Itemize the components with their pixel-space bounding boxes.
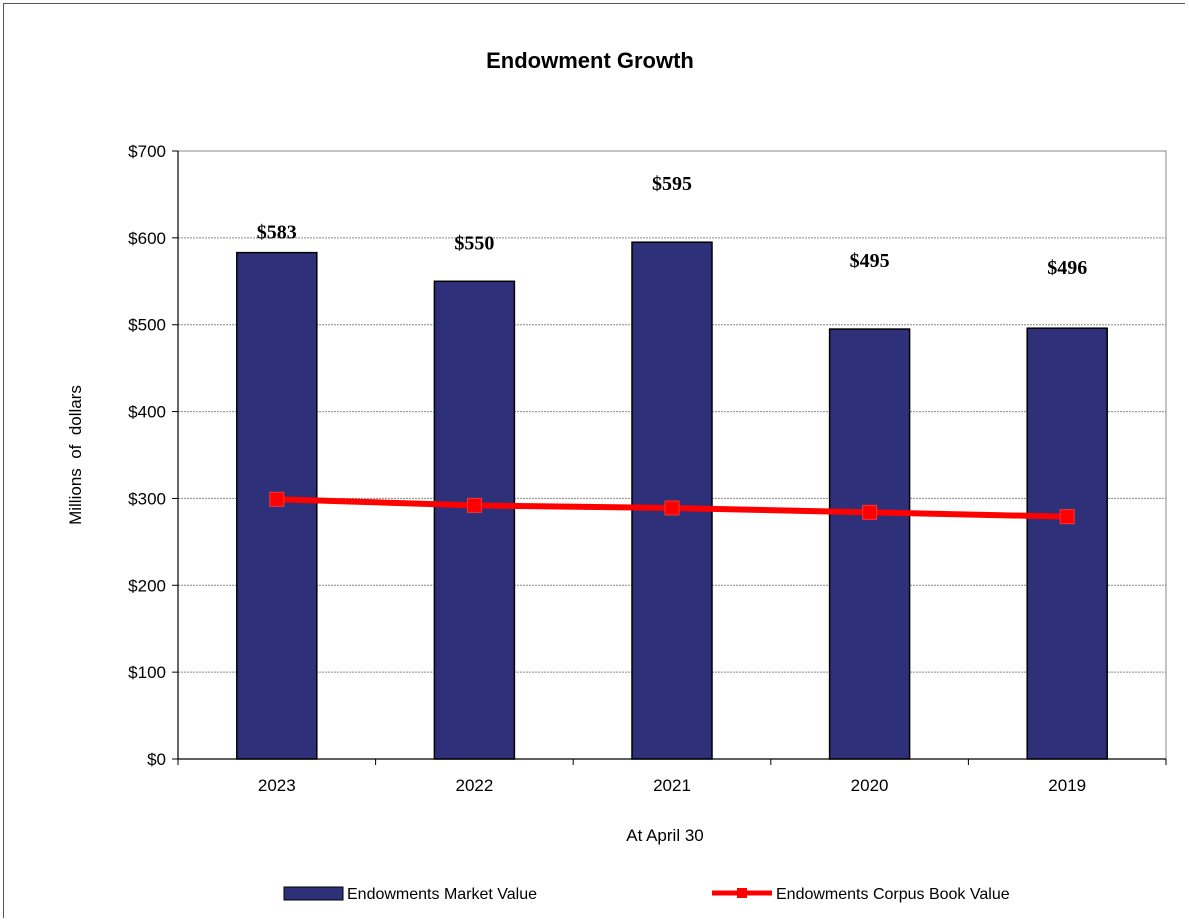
data-labels: $583 $550 $595 $495 $496 — [257, 173, 1087, 279]
bar — [828, 328, 911, 760]
line-marker — [1059, 509, 1075, 525]
x-axis-label: At April 30 — [626, 826, 704, 845]
x-tick-label: 2021 — [653, 776, 691, 795]
chart-frame — [3, 3, 1185, 918]
y-axis-label: Millions of dollars — [66, 385, 85, 525]
y-tick-label: $200 — [128, 576, 166, 595]
line-marker — [466, 497, 482, 513]
legend-label-corpus-book-value: Endowments Corpus Book Value — [776, 886, 1010, 903]
data-label: $495 — [850, 250, 890, 272]
y-tick-label: $0 — [147, 750, 166, 769]
line-marker — [664, 500, 680, 516]
chart-title: Endowment Growth — [486, 48, 694, 73]
legend-item-corpus-book-value: Endowments Corpus Book Value — [712, 886, 1010, 903]
y-tick-label: $400 — [128, 403, 166, 422]
bar — [1026, 327, 1108, 760]
legend-label-market-value: Endowments Market Value — [347, 886, 537, 903]
x-tick-label: 2020 — [851, 776, 889, 795]
legend-swatch-marker — [737, 888, 747, 898]
y-tick-labels: $0 $100 $200 $300 $400 $500 $600 $700 — [128, 142, 166, 769]
x-tick-label: 2019 — [1048, 776, 1086, 795]
legend: Endowments Market Value Endowments Corpu… — [283, 886, 1010, 903]
x-tick-label: 2023 — [258, 776, 296, 795]
legend-item-market-value: Endowments Market Value — [283, 886, 537, 903]
y-tick-label: $600 — [128, 229, 166, 248]
line-series — [269, 491, 1075, 525]
y-tick-label: $700 — [128, 142, 166, 161]
y-tick-label: $300 — [128, 489, 166, 508]
bar — [433, 280, 516, 760]
line-marker — [862, 504, 878, 520]
y-tick-label: $500 — [128, 316, 166, 335]
line-marker — [269, 491, 285, 507]
data-label: $583 — [257, 222, 297, 244]
x-tick-label: 2022 — [455, 776, 493, 795]
data-label: $595 — [652, 173, 692, 195]
data-label: $496 — [1047, 257, 1087, 279]
axes — [172, 150, 1167, 765]
data-label: $550 — [454, 232, 494, 254]
legend-swatch-bar — [283, 886, 344, 901]
y-tick-label: $100 — [128, 663, 166, 682]
x-tick-labels: 2023 2022 2021 2020 2019 — [258, 776, 1086, 795]
